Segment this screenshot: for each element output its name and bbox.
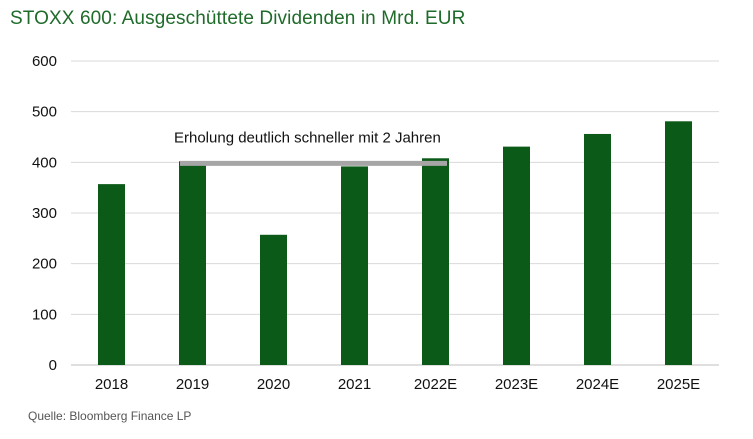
x-tick-label: 2025E [657, 376, 700, 393]
gridlines [71, 60, 719, 366]
annotation-label: Erholung deutlich schneller mit 2 Jahren [174, 129, 441, 146]
x-tick-label: 2018 [95, 376, 128, 393]
y-tick-label: 300 [32, 205, 57, 222]
x-tick-label: 2019 [176, 376, 209, 393]
x-tick-label: 2022E [414, 376, 457, 393]
y-tick-label: 100 [32, 306, 57, 323]
chart-title: STOXX 600: Ausgeschüttete Dividenden in … [10, 8, 466, 29]
x-tick-label: 2020 [257, 376, 290, 393]
bars [98, 121, 692, 365]
bar-2024E [584, 133, 611, 365]
bar-2023E [503, 146, 530, 365]
x-tick-label: 2021 [338, 376, 371, 393]
bar-2025E [665, 121, 692, 365]
bar-2021 [341, 166, 368, 365]
bar-2022E [422, 158, 449, 365]
bar-2018 [98, 184, 125, 365]
y-axis-ticks: 0 100 200 300 400 500 600 [32, 53, 57, 374]
y-tick-label: 600 [32, 53, 57, 70]
y-tick-label: 0 [49, 357, 57, 374]
source-note: Quelle: Bloomberg Finance LP [28, 409, 192, 423]
annotation: Erholung deutlich schneller mit 2 Jahren [174, 129, 447, 166]
y-tick-label: 500 [32, 104, 57, 121]
y-tick-label: 200 [32, 256, 57, 273]
x-axis-ticks: 2018 2019 2020 2021 2022E 2023E 2024E 2025E [95, 376, 700, 393]
bar-2019 [179, 161, 206, 365]
x-tick-label: 2023E [495, 376, 538, 393]
bar-2020 [260, 234, 287, 365]
x-tick-label: 2024E [576, 376, 619, 393]
y-tick-label: 400 [32, 154, 57, 171]
